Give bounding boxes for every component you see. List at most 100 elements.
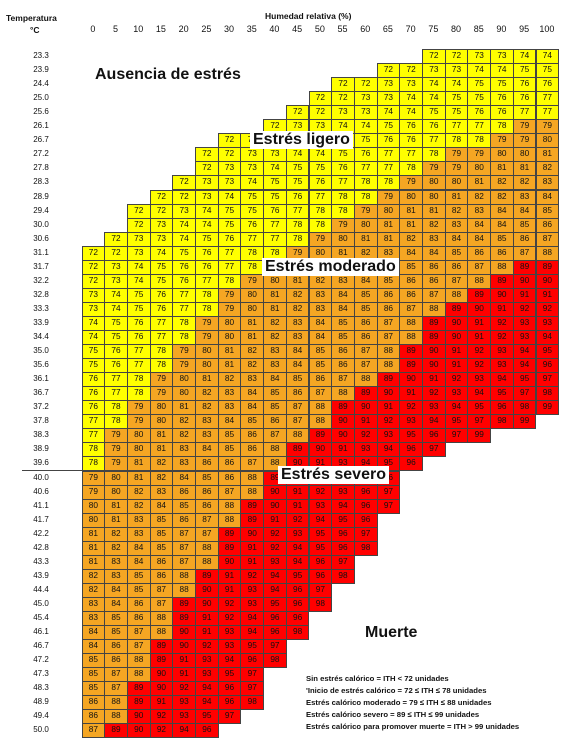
ith-cell: 74	[195, 217, 219, 233]
ith-cell: 81	[490, 161, 514, 177]
ith-cell: 90	[149, 681, 174, 697]
ith-cell: 94	[195, 681, 219, 697]
ith-cell: 85	[104, 625, 128, 641]
ith-cell: 78	[399, 161, 423, 177]
ith-cell: 92	[149, 709, 174, 725]
ith-cell: 77	[263, 217, 287, 233]
ith-cell: 77	[172, 287, 196, 303]
ith-cell: 80	[195, 358, 219, 374]
ith-cell: 84	[490, 217, 514, 233]
ith-cell: 95	[263, 596, 287, 612]
ith-cell: 74	[81, 315, 106, 331]
ith-cell: 80	[490, 147, 514, 163]
ith-cell: 79	[308, 231, 333, 247]
ith-cell: 72	[81, 259, 106, 275]
ith-cell: 76	[104, 344, 128, 360]
ith-cell: 80	[535, 133, 560, 149]
ith-cell: 82	[104, 540, 128, 556]
ith-cell: 85	[149, 512, 174, 528]
ith-cell: 75	[467, 91, 492, 107]
ith-cell: 84	[104, 596, 128, 612]
ith-cell: 75	[217, 203, 242, 219]
temperature-tick-label: 43.3	[33, 556, 49, 566]
ith-cell: 84	[240, 400, 265, 416]
ith-cell: 81	[353, 231, 378, 247]
ith-cell: 73	[331, 105, 355, 121]
ith-cell: 72	[81, 273, 106, 289]
ith-cell: 73	[240, 161, 265, 177]
ith-cell: 75	[172, 245, 196, 261]
ith-cell: 73	[217, 175, 242, 191]
ith-cell: 88	[444, 287, 469, 303]
ith-cell: 97	[376, 498, 401, 514]
temperature-tick-label: 48.3	[33, 683, 49, 693]
ith-cell: 87	[422, 287, 446, 303]
ith-cell: 82	[263, 315, 287, 331]
ith-cell: 89	[512, 259, 537, 275]
ith-cell: 80	[126, 442, 151, 458]
ith-cell: 88	[240, 484, 265, 500]
ith-cell: 79	[81, 470, 106, 486]
ith-cell: 75	[331, 147, 355, 163]
ith-cell: 80	[81, 512, 106, 528]
ith-cell: 83	[467, 203, 492, 219]
ith-cell: 77	[376, 161, 401, 177]
ith-cell: 89	[308, 428, 333, 444]
humidity-tick-label: 20	[178, 24, 189, 34]
ith-cell: 90	[399, 372, 423, 388]
ith-cell: 72	[172, 175, 196, 191]
ith-cell: 74	[126, 273, 151, 289]
temperature-tick-label: 37.8	[33, 416, 49, 426]
ith-cell: 80	[353, 217, 378, 233]
temperature-tick-label: 37.2	[33, 402, 49, 412]
ith-cell: 73	[353, 91, 378, 107]
temperature-tick-label: 48.9	[33, 697, 49, 707]
temperature-tick-label: 26.7	[33, 135, 49, 145]
ith-cell: 72	[353, 77, 378, 93]
ith-cell: 81	[263, 301, 287, 317]
ith-cell: 84	[195, 442, 219, 458]
ith-cell: 91	[376, 400, 401, 416]
ith-cell: 86	[240, 442, 265, 458]
ith-cell: 92	[512, 301, 537, 317]
ith-cell: 93	[331, 484, 355, 500]
ith-cell: 87	[535, 231, 560, 247]
ith-cell: 98	[490, 414, 514, 430]
ith-cell: 75	[285, 175, 310, 191]
ith-cell: 81	[149, 442, 174, 458]
ith-cell: 74	[126, 259, 151, 275]
ith-cell: 96	[285, 611, 310, 627]
ith-cell: 79	[490, 133, 514, 149]
ith-cell: 95	[308, 540, 333, 556]
ith-cell: 96	[240, 653, 265, 669]
ith-cell: 85	[263, 400, 287, 416]
ith-cell: 80	[240, 287, 265, 303]
humidity-tick-label: 0	[90, 24, 96, 34]
ith-cell: 75	[240, 189, 265, 205]
ith-cell: 88	[240, 470, 265, 486]
ith-cell: 82	[149, 470, 174, 486]
ith-cell: 75	[353, 133, 378, 149]
ith-cell: 86	[149, 554, 174, 570]
ith-cell: 93	[399, 414, 423, 430]
ith-cell: 79	[126, 400, 151, 416]
ith-cell: 74	[535, 49, 560, 65]
ith-cell: 79	[104, 442, 128, 458]
ith-cell: 73	[353, 105, 378, 121]
ith-cell: 86	[126, 596, 151, 612]
ith-cell: 76	[81, 400, 106, 416]
ith-cell: 77	[535, 105, 560, 121]
ith-cell: 75	[422, 105, 446, 121]
ith-cell: 74	[240, 175, 265, 191]
ith-cell: 76	[81, 372, 106, 388]
ith-cell: 87	[331, 372, 355, 388]
temperature-tick-label: 33.9	[33, 317, 49, 327]
temperature-tick-label: 26.1	[33, 121, 49, 131]
ith-cell: 88	[308, 414, 333, 430]
ith-cell: 80	[172, 372, 196, 388]
ith-cell: 88	[422, 301, 446, 317]
temperature-tick-label: 39.6	[33, 458, 49, 468]
ith-cell: 72	[308, 91, 333, 107]
ith-cell: 91	[331, 442, 355, 458]
humidity-header-label: Humedad relativa (%)	[265, 11, 352, 21]
